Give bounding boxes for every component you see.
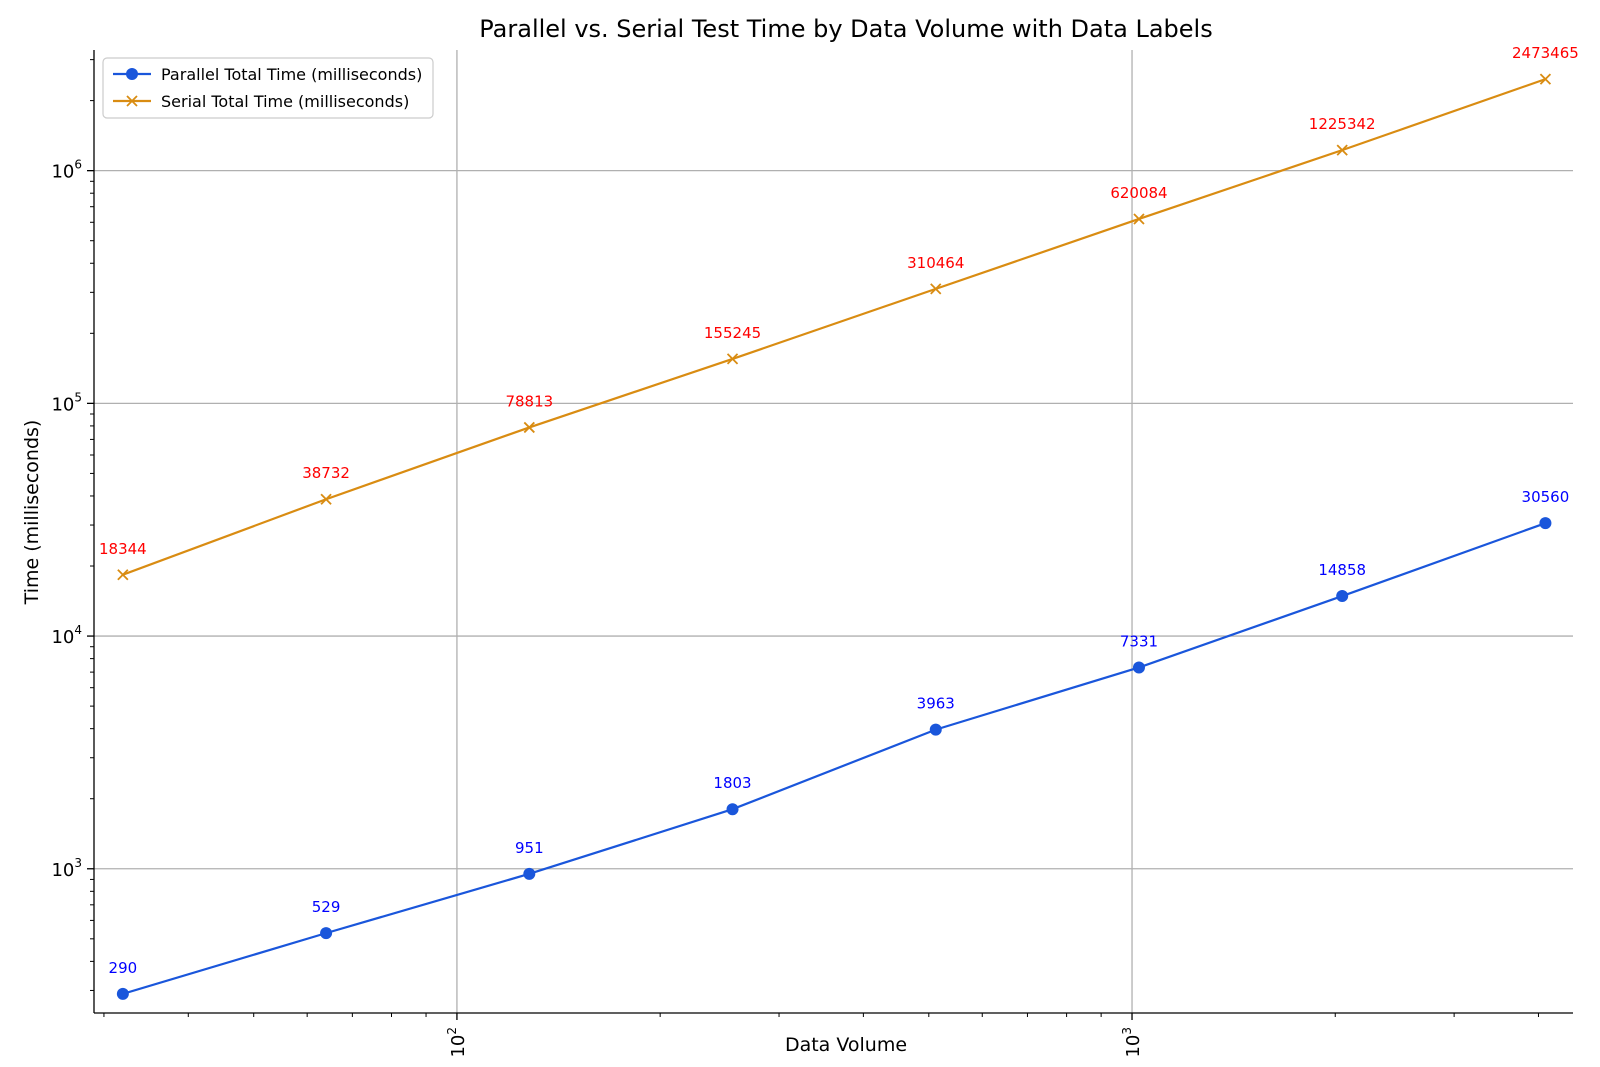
series-1-point [1336, 144, 1348, 156]
y-tick-label: 104 [51, 623, 82, 648]
series-1-point [523, 421, 535, 434]
series-1-data-label: 2473465 [1512, 44, 1579, 62]
y-tick-label: 106 [51, 158, 82, 183]
series-1-data-label: 620084 [1110, 184, 1167, 202]
y-tick-base: 10 [51, 627, 74, 648]
series-0-data-label: 1803 [713, 774, 751, 792]
legend-item-1: Serial Total Time (milliseconds) [113, 92, 409, 111]
series-1-data-label: 310464 [907, 254, 964, 272]
series-0-point [523, 867, 536, 880]
series-0-data-label: 3963 [917, 695, 955, 713]
legend-label: Serial Total Time (milliseconds) [161, 92, 409, 111]
series-0-point [1336, 590, 1349, 603]
x-tick-label: 102 [445, 1027, 469, 1058]
series-0-data-label: 14858 [1318, 561, 1366, 579]
series-1-point [930, 283, 942, 295]
x-marker-stroke [320, 493, 332, 505]
y-tick-exponent: 6 [74, 158, 82, 172]
series-0-data-label: 290 [109, 959, 138, 977]
series-layer [116, 73, 1552, 1000]
x-marker-stroke [523, 421, 535, 434]
series-0-data-label: 30560 [1522, 488, 1570, 506]
series-1-point [726, 353, 739, 365]
x-tick-exponent: 3 [1120, 1027, 1134, 1035]
y-tick-label: 105 [51, 390, 82, 415]
series-0-point [116, 987, 129, 1000]
series-0-point [1539, 517, 1552, 530]
x-marker-stroke [1336, 144, 1348, 156]
x-tick-exponent: 2 [445, 1027, 459, 1035]
legend: Parallel Total Time (milliseconds) Serial… [102, 57, 434, 119]
series-0-point [726, 803, 739, 816]
series-1-point [1539, 73, 1552, 85]
y-tick-label: 103 [51, 856, 82, 881]
x-marker-stroke [117, 569, 129, 581]
y-tick-exponent: 4 [74, 623, 82, 637]
x-tick-label: 103 [1120, 1027, 1144, 1058]
legend-item-0: Parallel Total Time (milliseconds) [113, 65, 422, 84]
series-1-point [117, 569, 129, 581]
series-1-point [320, 493, 332, 505]
series-1-data-label: 155245 [704, 324, 761, 342]
y-axis-label: Time (milliseconds) [21, 420, 43, 606]
y-tick-exponent: 5 [74, 390, 82, 404]
x-tick-base: 10 [1123, 1035, 1144, 1058]
legend-swatch-marker [126, 95, 138, 107]
legend-box [102, 57, 434, 119]
series-0-data-label: 529 [312, 898, 341, 916]
series-1-data-label: 1225342 [1309, 115, 1376, 133]
legend-swatch-marker [126, 68, 138, 80]
data-labels: 290 529 951 1803 3963 7331 14858 30560 18344 3873… [99, 44, 1579, 977]
x-marker-stroke [930, 283, 942, 295]
y-tick-base: 10 [51, 162, 74, 183]
series-1-point [1133, 213, 1145, 225]
x-axis-label: Data Volume [785, 1034, 907, 1056]
y-tick-base: 10 [51, 394, 74, 415]
series-0-line [122, 522, 1546, 995]
series-0-point [1132, 661, 1145, 674]
series-1-data-label: 78813 [505, 392, 553, 410]
y-tick-exponent: 3 [74, 856, 82, 870]
series-1-data-label: 18344 [99, 540, 147, 558]
legend-label: Parallel Total Time (milliseconds) [161, 65, 422, 84]
chart-title: Parallel vs. Serial Test Time by Data Vo… [479, 15, 1212, 43]
x-marker-stroke [1539, 73, 1552, 85]
series-0-data-label: 7331 [1120, 632, 1158, 650]
series-0-point [320, 927, 333, 940]
grid [94, 50, 1573, 1013]
x-tick-base: 10 [448, 1035, 469, 1058]
series-0-data-label: 951 [515, 839, 544, 857]
series-1-line [122, 78, 1546, 576]
x-marker-stroke [1133, 213, 1145, 225]
x-marker-stroke [726, 353, 739, 365]
series-0-point [929, 723, 942, 736]
series-1-data-label: 38732 [302, 464, 350, 482]
y-tick-base: 10 [51, 860, 74, 881]
x-marker-stroke [126, 95, 138, 107]
